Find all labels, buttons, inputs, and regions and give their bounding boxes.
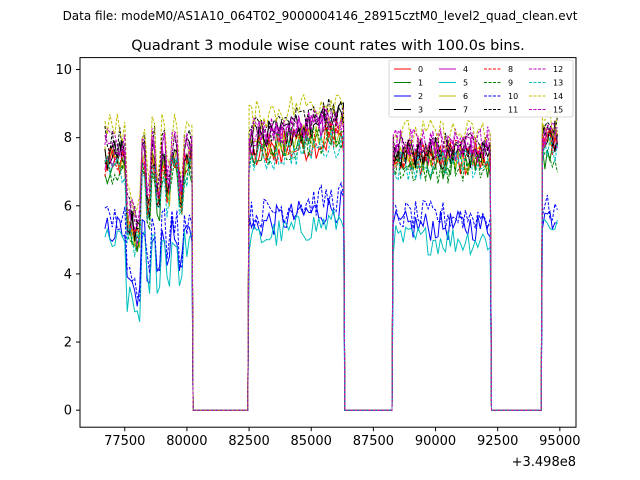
legend-label-6: 6: [463, 92, 468, 101]
legend-label-7: 7: [463, 106, 468, 115]
plot-frame: [79, 57, 577, 428]
legend-label-11: 11: [508, 106, 518, 115]
chart-title: Quadrant 3 module wise count rates with …: [131, 38, 525, 54]
series-line-1: [104, 124, 558, 411]
legend-label-10: 10: [508, 92, 518, 101]
x-tick-label: 95000: [539, 434, 580, 449]
series-line-14: [104, 93, 558, 411]
series-line-11: [104, 98, 558, 411]
series-line-10: [104, 181, 558, 411]
legend-label-13: 13: [553, 79, 563, 88]
series-line-9: [104, 123, 558, 411]
legend-label-5: 5: [463, 79, 468, 88]
y-tick-label: 8: [64, 131, 72, 146]
legend-label-8: 8: [508, 65, 513, 74]
legend-label-0: 0: [418, 65, 423, 74]
x-tick-label: 90000: [415, 434, 456, 449]
legend-label-12: 12: [553, 65, 563, 74]
series-layer: [104, 93, 558, 411]
axes-layer: 77500 80000 82500 85000 87500 90000 92500 95000…: [55, 63, 580, 449]
y-tick-label: 2: [64, 336, 72, 351]
legend-label-4: 4: [463, 65, 468, 74]
y-tick-label: 4: [64, 267, 72, 282]
x-offset-label: +3.498e8: [512, 455, 576, 470]
legend-label-1: 1: [418, 79, 423, 88]
x-tick-label: 85000: [291, 434, 332, 449]
series-line-15: [104, 106, 558, 411]
x-tick-label: 80000: [166, 434, 207, 449]
figure-suptitle: Data file: modeM0/AS1A10_064T02_90000041…: [63, 9, 578, 23]
legend-label-3: 3: [418, 106, 423, 115]
legend-label-2: 2: [418, 92, 423, 101]
y-tick-label: 6: [64, 199, 72, 214]
legend-label-14: 14: [553, 92, 563, 101]
y-tick-label: 10: [55, 63, 72, 78]
x-tick-label: 87500: [353, 434, 394, 449]
x-tick-label: 82500: [228, 434, 269, 449]
legend-label-15: 15: [553, 106, 563, 115]
x-tick-label: 92500: [477, 434, 518, 449]
y-tick-label: 0: [64, 404, 72, 419]
x-tick-label: 77500: [104, 434, 145, 449]
series-line-5: [104, 207, 558, 411]
series-line-13: [104, 129, 558, 411]
legend-box: [388, 59, 574, 118]
legend-label-9: 9: [508, 79, 513, 88]
